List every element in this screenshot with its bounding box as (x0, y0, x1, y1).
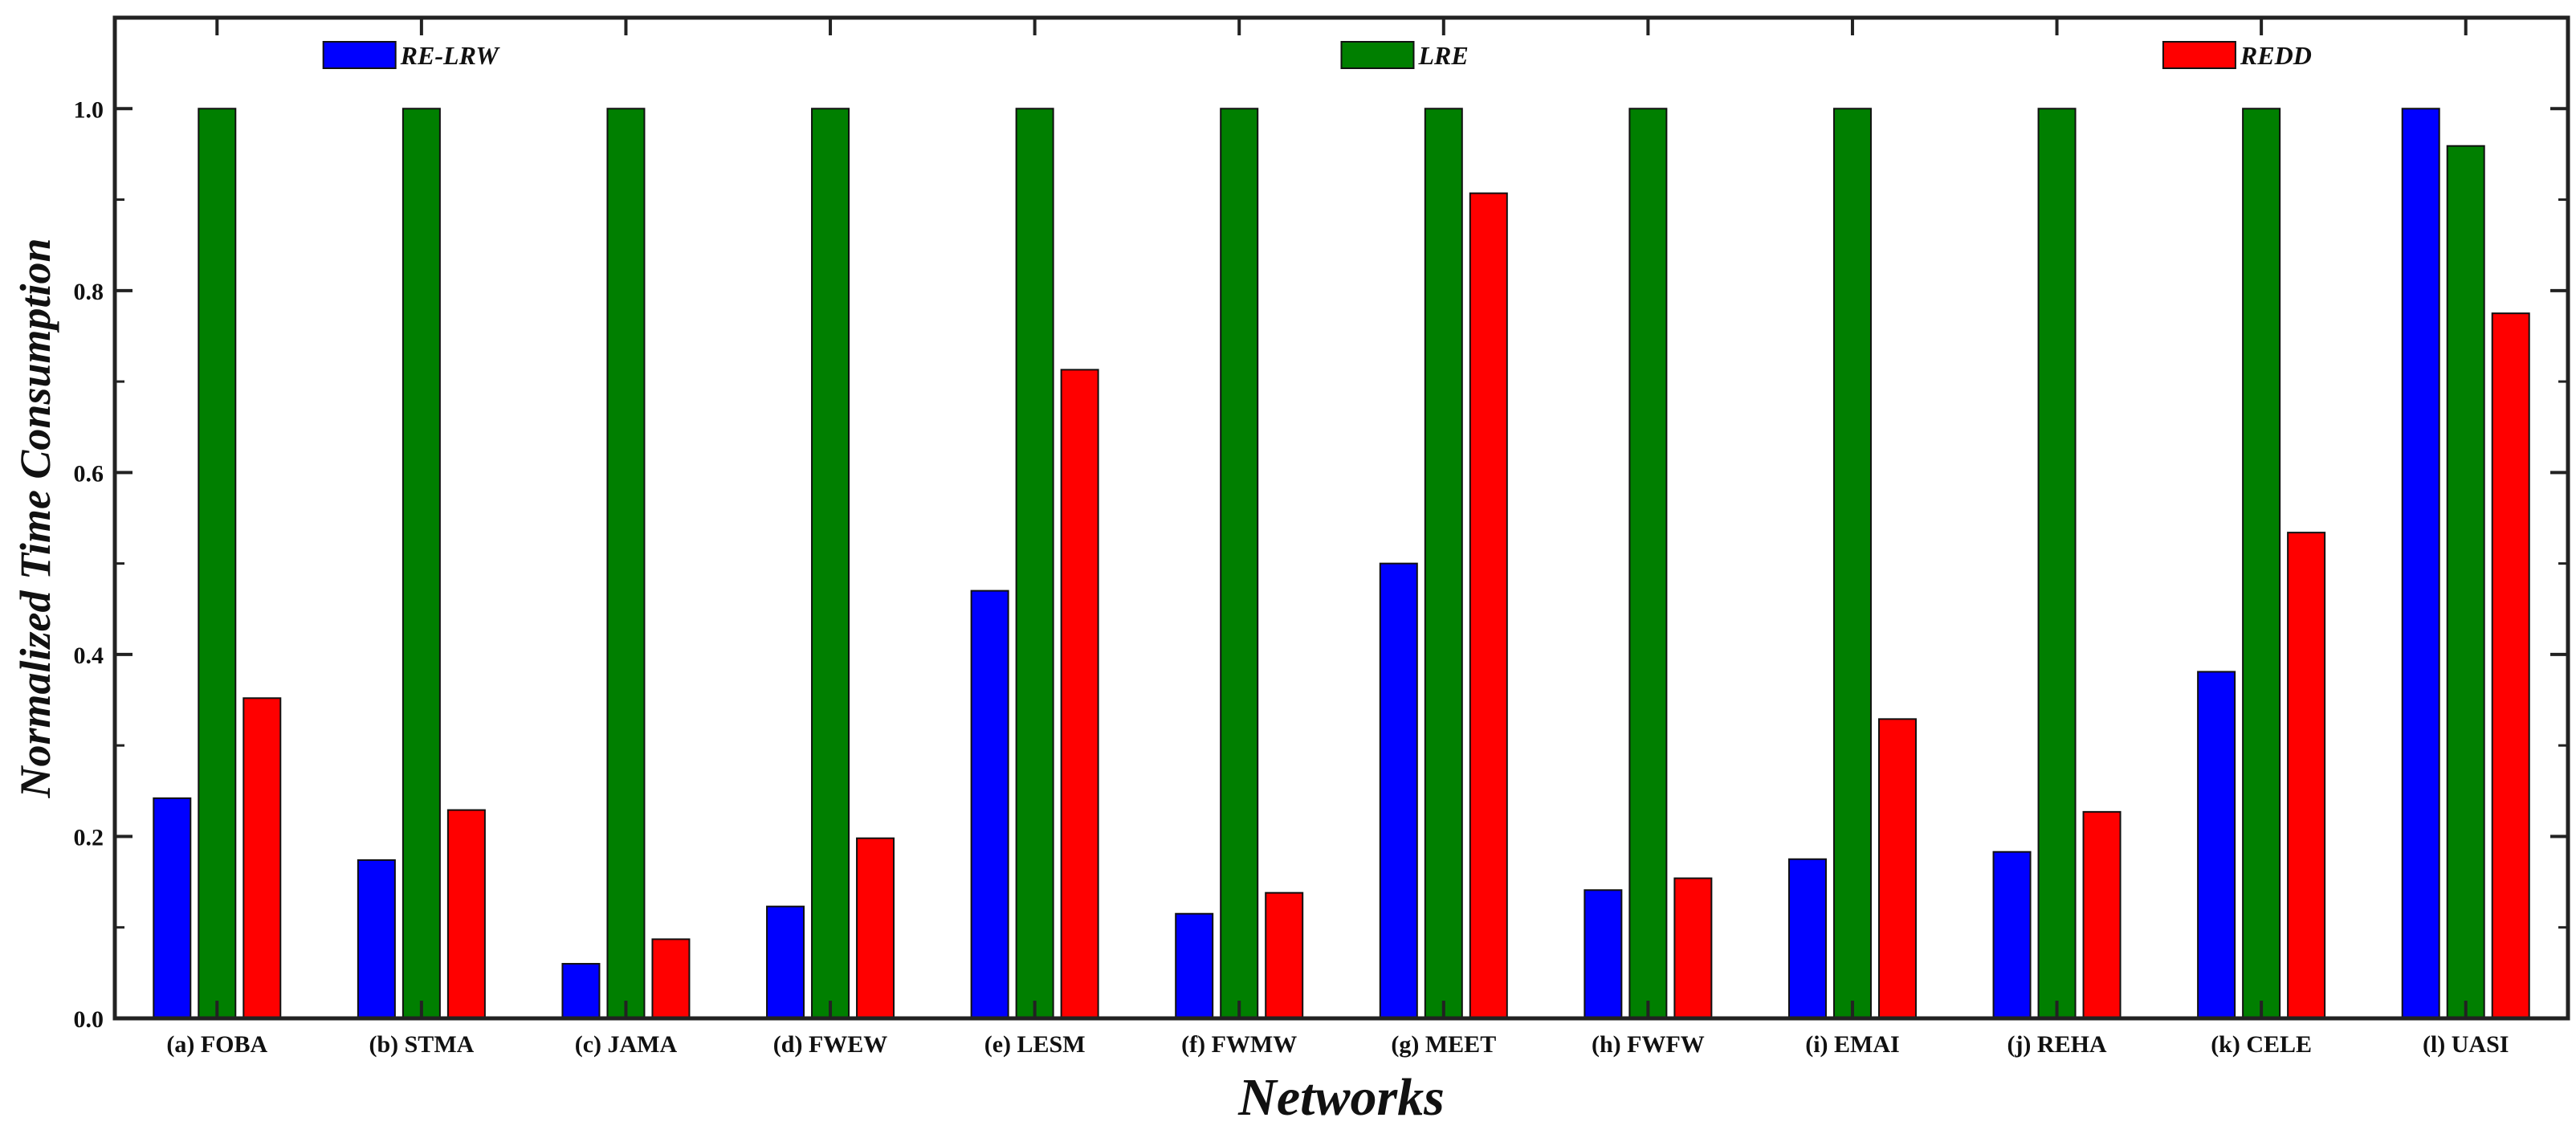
x-tick-label-b-stma: (b) STMA (369, 1031, 474, 1058)
x-tick-label-f-fwmw: (f) FWMW (1181, 1031, 1297, 1058)
legend-label-lre: LRE (1418, 41, 1469, 70)
legend-swatch-lre (1340, 41, 1415, 69)
bar-lre-c-jama (606, 108, 646, 1020)
bar-re-lrw-b-stma (357, 859, 396, 1019)
legend-label-re-lrw: RE-LRW (400, 41, 501, 70)
y-tick-label: 1.0 (74, 96, 104, 123)
bar-re-lrw-i-emai (1787, 858, 1827, 1019)
plot-frame (112, 15, 2570, 1021)
bar-re-lrw-f-fwmw (1175, 912, 1214, 1019)
bar-re-lrw-k-cele (2197, 671, 2236, 1019)
bar-lre-e-lesm (1015, 108, 1054, 1020)
y-tick-label: 0.8 (74, 279, 104, 305)
bar-lre-i-emai (1832, 108, 1872, 1020)
y-axis-title: Normalized Time Consumption (11, 238, 59, 798)
y-tick-label: 0.4 (74, 642, 104, 669)
bar-redd-i-emai (1877, 718, 1917, 1019)
x-tick-label-c-jama: (c) JAMA (575, 1031, 678, 1058)
bar-redd-k-cele (2287, 532, 2326, 1019)
bar-redd-j-reha (2082, 810, 2122, 1019)
x-tick-label-k-cele: (k) CELE (2211, 1031, 2312, 1058)
bar-redd-a-foba (243, 697, 282, 1020)
bar-lre-k-cele (2242, 108, 2281, 1020)
x-tick-label-d-fwew: (d) FWEW (773, 1031, 888, 1058)
legend-swatch-re-lrw (322, 41, 397, 69)
bar-redd-e-lesm (1060, 369, 1099, 1019)
y-tick-label: 0.6 (74, 460, 104, 487)
bar-redd-g-meet (1469, 192, 1508, 1020)
bar-re-lrw-a-foba (153, 797, 192, 1019)
bar-lre-d-fwew (811, 108, 850, 1020)
bars-layer (153, 108, 2530, 1020)
bar-re-lrw-j-reha (1992, 850, 2032, 1020)
bar-re-lrw-e-lesm (970, 589, 1009, 1019)
y-tick-label: 0.2 (74, 824, 104, 850)
bar-redd-l-uasi (2491, 312, 2530, 1019)
legend-label-redd: REDD (2240, 41, 2312, 70)
bar-redd-h-fwfw (1673, 877, 1713, 1020)
x-tick-label-h-fwfw: (h) FWFW (1592, 1031, 1705, 1058)
bar-lre-f-fwmw (1220, 108, 1259, 1020)
bar-lre-b-stma (401, 108, 441, 1020)
bar-redd-c-jama (651, 938, 691, 1020)
legend: RE-LRW LRE REDD (322, 41, 2312, 70)
x-tick-label-e-lesm: (e) LESM (984, 1031, 1086, 1058)
bar-lre-j-reha (2037, 108, 2077, 1020)
bar-re-lrw-d-fwew (766, 905, 805, 1020)
bar-re-lrw-l-uasi (2401, 108, 2440, 1020)
x-tick-label-i-emai: (i) EMAI (1805, 1031, 1899, 1058)
bar-redd-d-fwew (856, 837, 895, 1019)
x-tick-label-a-foba: (a) FOBA (166, 1031, 267, 1058)
bar-lre-a-foba (198, 108, 237, 1020)
x-axis-title: Networks (1237, 1068, 1445, 1127)
bar-redd-b-stma (446, 809, 486, 1019)
y-tick-label: 0.0 (74, 1006, 104, 1033)
ticks-layer: 0.0 0.2 0.4 0.6 0.8 1.0 (a) FOBA (b) STMA (c) JA… (74, 16, 2568, 1058)
legend-swatch-redd (2162, 41, 2236, 69)
bar-re-lrw-c-jama (561, 963, 601, 1020)
x-tick-label-l-uasi: (l) UASI (2423, 1031, 2509, 1058)
bar-re-lrw-g-meet (1379, 562, 1418, 1019)
bar-lre-g-meet (1424, 108, 1463, 1020)
bar-lre-h-fwfw (1628, 108, 1668, 1020)
bar-lre-l-uasi (2446, 145, 2485, 1019)
x-tick-label-j-reha: (j) REHA (2007, 1031, 2106, 1058)
bar-redd-f-fwmw (1265, 891, 1304, 1019)
x-tick-label-g-meet: (g) MEET (1391, 1031, 1496, 1058)
bar-re-lrw-h-fwfw (1584, 889, 1623, 1019)
